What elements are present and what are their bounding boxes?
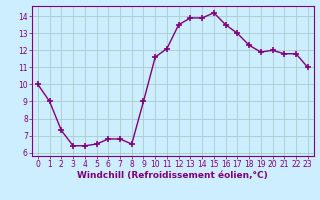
X-axis label: Windchill (Refroidissement éolien,°C): Windchill (Refroidissement éolien,°C) (77, 171, 268, 180)
